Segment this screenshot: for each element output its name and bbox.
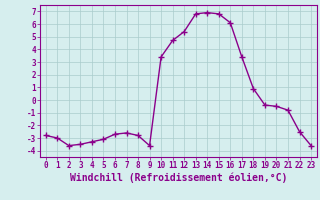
X-axis label: Windchill (Refroidissement éolien,°C): Windchill (Refroidissement éolien,°C) bbox=[70, 173, 287, 183]
